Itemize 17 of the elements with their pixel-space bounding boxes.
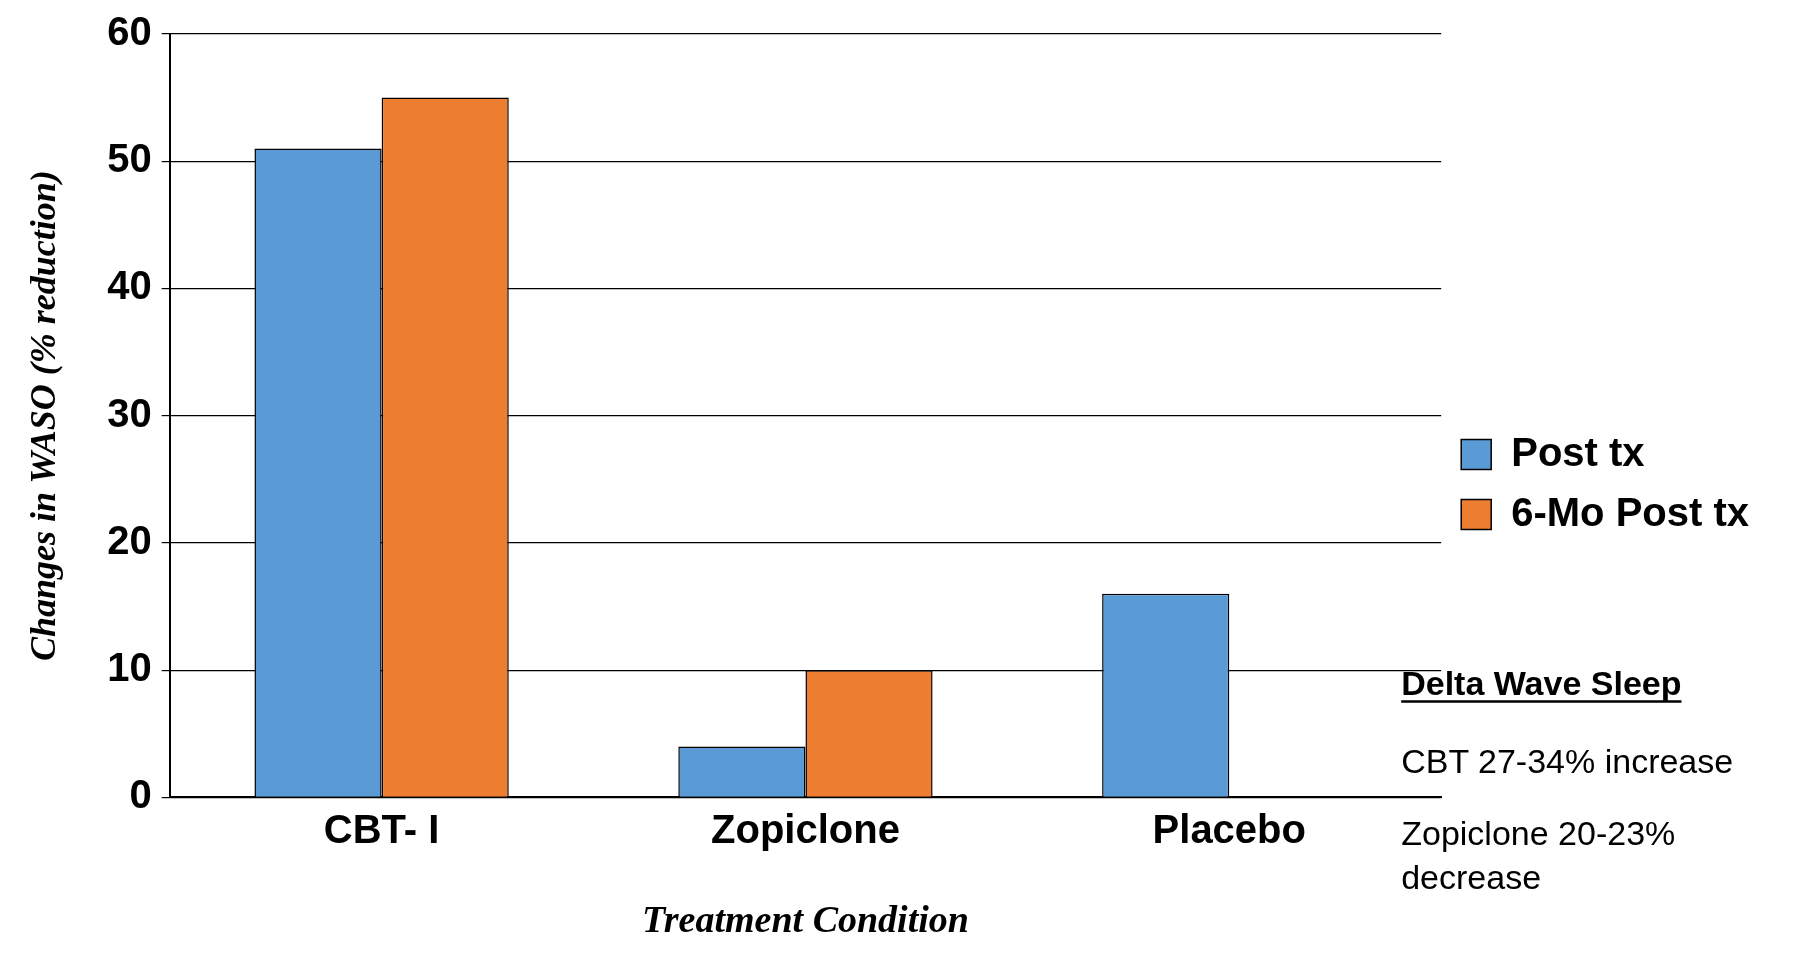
annotation: CBT 27-34% increase: [1401, 741, 1734, 780]
x-tick-label: CBT- I: [323, 807, 440, 852]
y-tick-label: 60: [107, 9, 152, 54]
y-tick-label: 10: [107, 645, 152, 690]
text: Zopiclone 20-23% decrease: [1401, 813, 1676, 896]
x-tick-label: Zopiclone: [711, 807, 900, 852]
y-tick-label: 30: [107, 390, 152, 435]
legend-label: 6-Mo Post tx: [1511, 489, 1749, 534]
y-tick-label: 20: [107, 517, 152, 562]
x-tick-label: Placebo: [1152, 807, 1306, 852]
y-tick-label: 40: [107, 263, 152, 308]
annotation: Delta Wave Sleep: [1401, 663, 1682, 702]
x-axis-title: Treatment Condition: [641, 898, 969, 941]
y-tick-label: 0: [129, 772, 152, 817]
y-axis-title: Changes in WASO (% reduction): [22, 170, 63, 662]
legend-label: Post tx: [1511, 429, 1645, 474]
y-tick-label: 50: [107, 136, 152, 181]
